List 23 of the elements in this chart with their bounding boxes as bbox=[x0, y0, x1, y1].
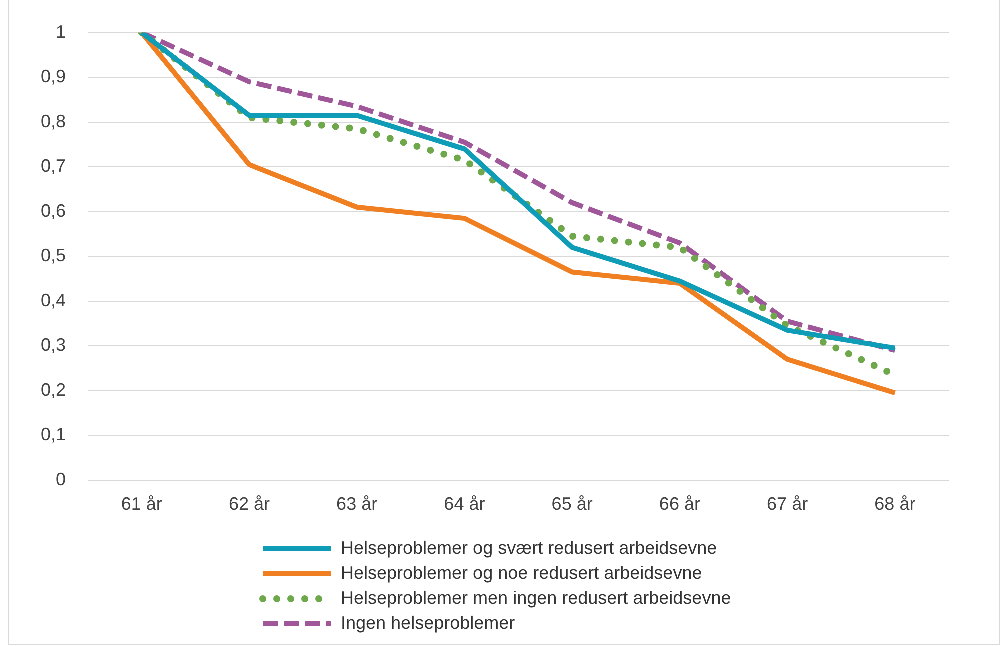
y-tick-label: 0,6 bbox=[40, 200, 66, 221]
y-tick-label: 0,8 bbox=[40, 111, 66, 132]
x-tick-label: 61 år bbox=[121, 494, 162, 514]
y-tick-label: 0,5 bbox=[40, 246, 66, 266]
legend-label: Helseproblemer og noe redusert arbeidsevne bbox=[341, 563, 702, 584]
y-tick-label: 0,3 bbox=[40, 335, 66, 356]
y-tick-label: 0,2 bbox=[40, 380, 66, 400]
y-tick-label: 0 bbox=[56, 469, 66, 490]
x-tick-label: 67 år bbox=[767, 494, 808, 514]
x-tick-label: 64 år bbox=[444, 494, 486, 514]
y-tick-label: 0,9 bbox=[40, 66, 66, 87]
y-tick-label: 0,7 bbox=[40, 156, 66, 176]
x-tick-label: 68 år bbox=[874, 494, 916, 514]
x-tick-label: 66 år bbox=[659, 494, 700, 514]
legend-label: Ingen helseproblemer bbox=[341, 613, 516, 634]
x-tick-label: 62 år bbox=[228, 494, 270, 514]
y-tick-label: 0,4 bbox=[40, 290, 66, 310]
y-tick-label: 1 bbox=[56, 22, 66, 42]
y-tick-label: 0,1 bbox=[40, 424, 66, 445]
legend-label: Helseproblemer og svært redusert arbeidsevne bbox=[341, 538, 718, 559]
legend-label: Helseproblemer men ingen redusert arbeidsevne bbox=[341, 588, 732, 609]
x-tick-label: 65 år bbox=[552, 494, 593, 514]
x-tick-label: 63 år bbox=[336, 494, 378, 514]
